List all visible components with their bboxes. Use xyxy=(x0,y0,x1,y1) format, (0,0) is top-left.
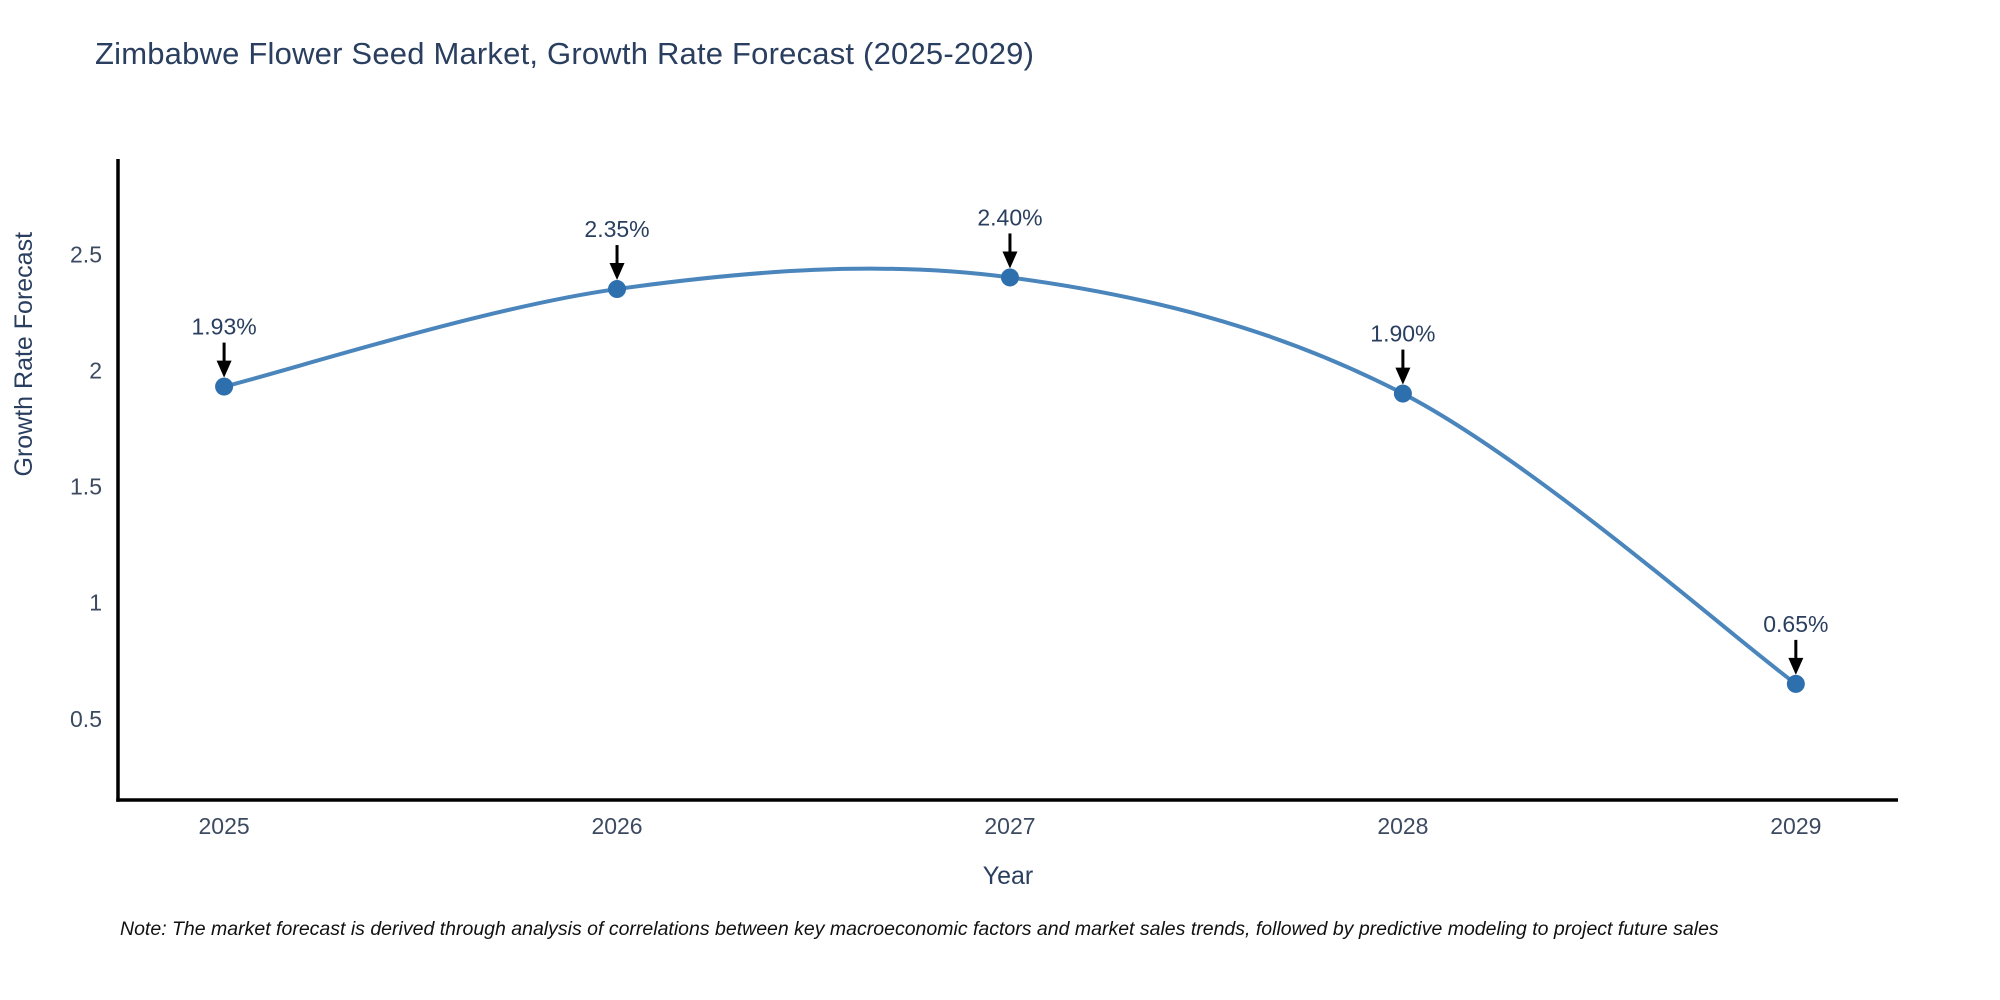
data-point-label: 0.65% xyxy=(1763,611,1828,637)
annotation-arrowhead xyxy=(1395,367,1411,385)
x-axis-title: Year xyxy=(982,862,1034,890)
y-tick-label: 2 xyxy=(89,357,102,383)
annotation-arrowhead xyxy=(1788,657,1804,675)
data-point-label: 1.93% xyxy=(191,314,256,340)
data-point-marker-2029 xyxy=(1786,674,1805,693)
data-point-marker-2025 xyxy=(215,377,234,396)
y-tick-label: 1.5 xyxy=(70,474,102,500)
x-tick-label: 2029 xyxy=(1770,813,1821,839)
annotation-arrowhead xyxy=(216,360,232,378)
x-tick-label: 2027 xyxy=(984,813,1035,839)
data-point-label: 2.35% xyxy=(584,216,649,242)
forecast-line xyxy=(223,266,1798,686)
data-point-label: 2.40% xyxy=(977,204,1042,230)
y-tick-label: 0.5 xyxy=(70,706,102,732)
y-tick-label: 2.5 xyxy=(70,241,102,267)
data-point-label: 1.90% xyxy=(1370,321,1435,347)
data-point-marker-2026 xyxy=(608,280,627,299)
annotation-arrowhead xyxy=(1002,251,1018,269)
annotation-arrowhead xyxy=(609,263,625,281)
x-tick-label: 2026 xyxy=(591,813,642,839)
chart-title: Zimbabwe Flower Seed Market, Growth Rate… xyxy=(95,36,1035,71)
x-tick-label: 2025 xyxy=(199,813,250,839)
y-axis-title: Growth Rate Forecast xyxy=(10,231,38,477)
y-tick-label: 1 xyxy=(89,590,102,616)
data-point-marker-2027 xyxy=(1000,268,1019,287)
chart-note: Note: The market forecast is derived thr… xyxy=(120,918,1719,940)
data-point-marker-2028 xyxy=(1393,384,1412,403)
x-tick-label: 2028 xyxy=(1377,813,1428,839)
